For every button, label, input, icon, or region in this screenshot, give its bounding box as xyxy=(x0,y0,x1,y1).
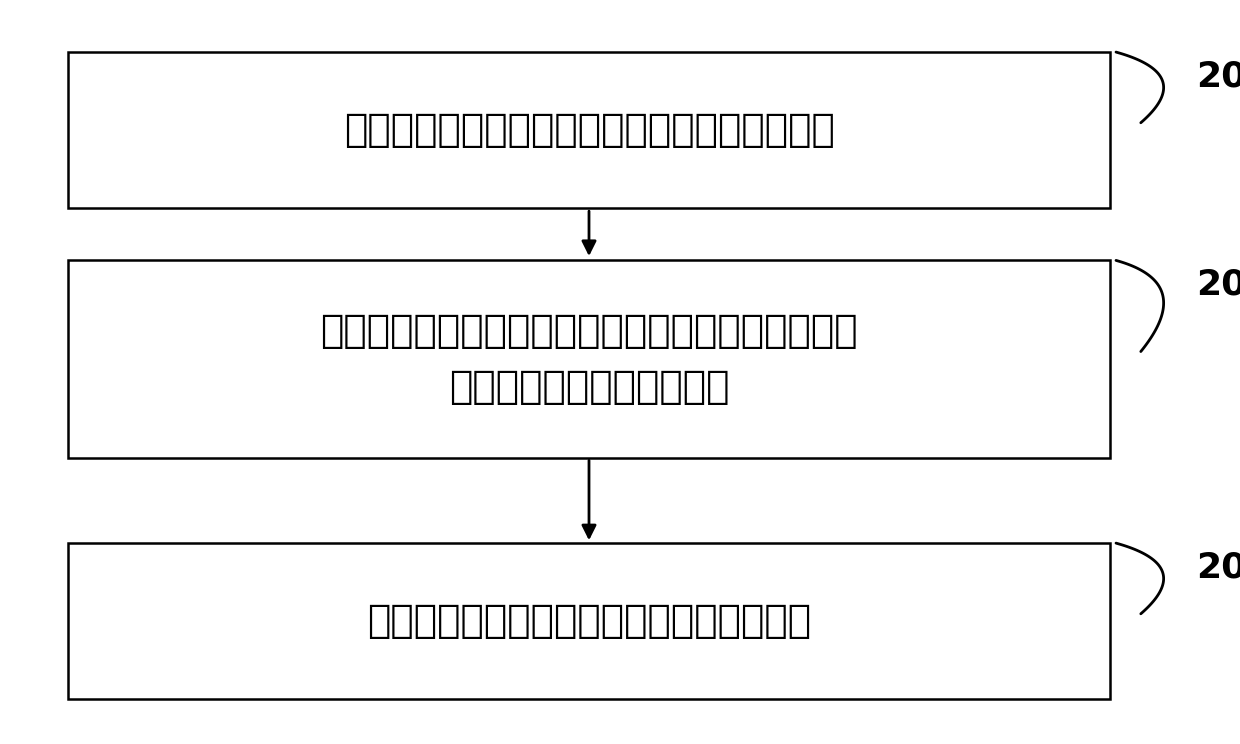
Text: 第一设备在该传输资源上发送所述参考信号: 第一设备在该传输资源上发送所述参考信号 xyxy=(367,602,811,641)
Text: 203: 203 xyxy=(1197,551,1240,585)
FancyBboxPatch shape xyxy=(68,543,1110,699)
FancyBboxPatch shape xyxy=(68,260,1110,458)
Text: 第一设备根据该时域资源参数从时隙中确定用于传输
该参考信号的传输资源信息: 第一设备根据该时域资源参数从时隙中确定用于传输 该参考信号的传输资源信息 xyxy=(320,312,858,406)
Text: 第一设备获取用于发送参考信号的时域资源参数: 第一设备获取用于发送参考信号的时域资源参数 xyxy=(343,111,835,150)
Text: 201: 201 xyxy=(1197,60,1240,94)
Text: 202: 202 xyxy=(1197,268,1240,302)
FancyBboxPatch shape xyxy=(68,52,1110,208)
